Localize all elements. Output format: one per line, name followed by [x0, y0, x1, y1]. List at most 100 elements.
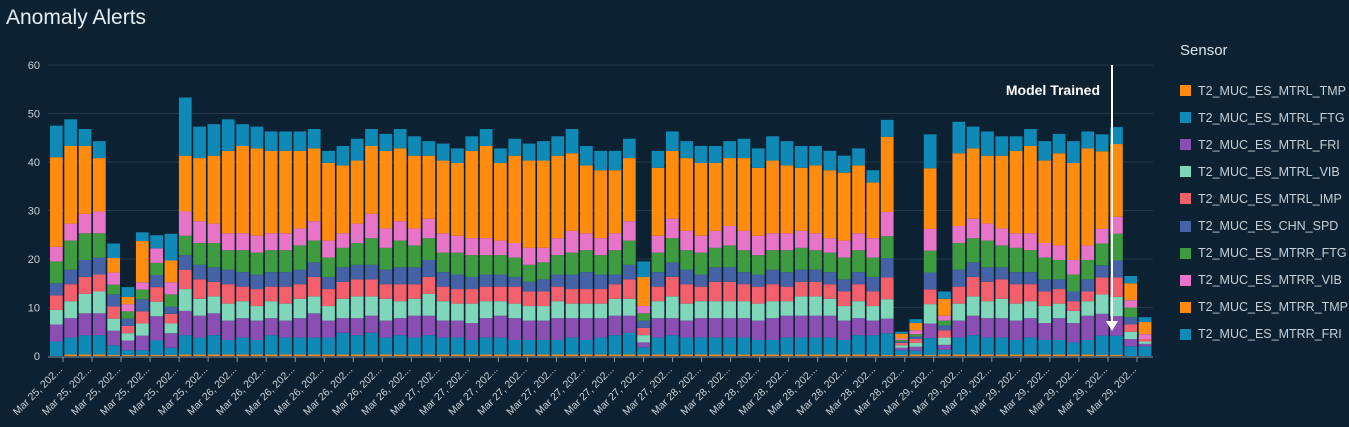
bar-segment[interactable] [293, 284, 307, 299]
bar-segment[interactable] [121, 287, 135, 297]
bar-segment[interactable] [1067, 141, 1080, 163]
bar-segment[interactable] [880, 258, 894, 278]
bar-segment[interactable] [408, 245, 421, 268]
bar-stack[interactable] [637, 261, 651, 356]
legend-item[interactable]: T2_MUC_ES_MTRR_VIB [1180, 267, 1345, 294]
bar-segment[interactable] [1038, 340, 1052, 355]
bar-segment[interactable] [1138, 341, 1152, 344]
bar-stack[interactable] [508, 138, 522, 356]
bar-segment[interactable] [637, 276, 651, 307]
bar-stack[interactable] [923, 134, 937, 356]
bar-segment[interactable] [1009, 284, 1023, 304]
bar-segment[interactable] [393, 318, 407, 336]
bar-segment[interactable] [766, 284, 779, 302]
bar-segment[interactable] [465, 136, 479, 151]
bar-segment[interactable] [1110, 335, 1123, 356]
bar-segment[interactable] [995, 318, 1009, 338]
bar-segment[interactable] [608, 170, 622, 234]
bar-segment[interactable] [221, 320, 235, 340]
bar-segment[interactable] [178, 289, 192, 311]
bar-segment[interactable] [64, 318, 78, 338]
bar-segment[interactable] [909, 350, 923, 355]
bar-segment[interactable] [766, 318, 779, 340]
bar-segment[interactable] [1024, 284, 1037, 302]
bar-segment[interactable] [264, 354, 278, 356]
bar-segment[interactable] [307, 276, 321, 297]
legend-item[interactable]: T2_MUC_ES_MTRL_IMP [1180, 185, 1345, 212]
bar-stack[interactable] [365, 129, 378, 356]
bar-segment[interactable] [178, 211, 192, 236]
bar-segment[interactable] [279, 303, 292, 321]
bar-segment[interactable] [150, 316, 163, 341]
bar-segment[interactable] [50, 309, 63, 325]
bar-stack[interactable] [465, 136, 479, 356]
bar-segment[interactable] [393, 129, 407, 149]
bar-segment[interactable] [150, 235, 163, 249]
bar-stack[interactable] [150, 235, 163, 356]
bar-segment[interactable] [178, 235, 192, 256]
bar-segment[interactable] [837, 155, 851, 173]
bar-segment[interactable] [551, 136, 565, 156]
bar-segment[interactable] [923, 250, 937, 273]
bar-segment[interactable] [565, 337, 579, 355]
bar-segment[interactable] [665, 150, 679, 219]
bar-segment[interactable] [1009, 233, 1023, 248]
bar-stack[interactable] [451, 148, 464, 356]
bar-segment[interactable] [723, 281, 736, 302]
bar-segment[interactable] [279, 131, 292, 151]
bar-segment[interactable] [1110, 277, 1123, 297]
bar-segment[interactable] [1052, 153, 1066, 246]
bar-segment[interactable] [393, 240, 407, 268]
bar-segment[interactable] [178, 97, 192, 156]
bar-segment[interactable] [365, 264, 378, 280]
bar-segment[interactable] [508, 243, 522, 258]
bar-segment[interactable] [494, 162, 507, 241]
bar-segment[interactable] [866, 291, 880, 307]
bar-segment[interactable] [1024, 129, 1037, 146]
bar-segment[interactable] [479, 274, 493, 287]
bar-segment[interactable] [723, 245, 736, 268]
bar-segment[interactable] [751, 255, 765, 275]
bar-segment[interactable] [1095, 243, 1109, 266]
bar-segment[interactable] [250, 274, 264, 290]
bar-segment[interactable] [952, 303, 966, 321]
bar-segment[interactable] [164, 347, 178, 356]
bar-segment[interactable] [981, 354, 994, 356]
bar-segment[interactable] [622, 298, 636, 316]
bar-segment[interactable] [852, 233, 865, 251]
bar-segment[interactable] [780, 272, 794, 287]
bar-segment[interactable] [150, 340, 163, 356]
bar-segment[interactable] [565, 274, 579, 290]
bar-segment[interactable] [1009, 303, 1023, 321]
bar-segment[interactable] [236, 337, 249, 355]
bar-segment[interactable] [723, 337, 736, 355]
bar-segment[interactable] [737, 272, 751, 285]
bar-segment[interactable] [737, 354, 751, 356]
bar-segment[interactable] [221, 250, 235, 270]
bar-segment[interactable] [823, 315, 837, 338]
bar-segment[interactable] [895, 345, 908, 348]
bar-segment[interactable] [665, 218, 679, 239]
bar-segment[interactable] [494, 148, 507, 163]
bar-stack[interactable] [580, 146, 593, 356]
bar-segment[interactable] [436, 320, 450, 338]
bar-segment[interactable] [121, 325, 135, 334]
bar-segment[interactable] [594, 303, 608, 319]
bar-segment[interactable] [451, 354, 464, 356]
bar-segment[interactable] [50, 283, 63, 296]
bar-segment[interactable] [909, 334, 923, 337]
bar-stack[interactable] [837, 155, 851, 356]
bar-segment[interactable] [565, 129, 579, 154]
bar-segment[interactable] [408, 267, 421, 285]
bar-segment[interactable] [465, 340, 479, 355]
bar-segment[interactable] [135, 232, 149, 242]
bar-segment[interactable] [981, 301, 994, 319]
bar-segment[interactable] [436, 337, 450, 355]
bar-segment[interactable] [938, 320, 951, 326]
bar-segment[interactable] [694, 146, 708, 163]
bar-segment[interactable] [1095, 134, 1109, 152]
bar-segment[interactable] [680, 250, 694, 270]
bar-segment[interactable] [92, 313, 106, 336]
bar-segment[interactable] [622, 138, 636, 159]
bar-segment[interactable] [207, 354, 221, 356]
